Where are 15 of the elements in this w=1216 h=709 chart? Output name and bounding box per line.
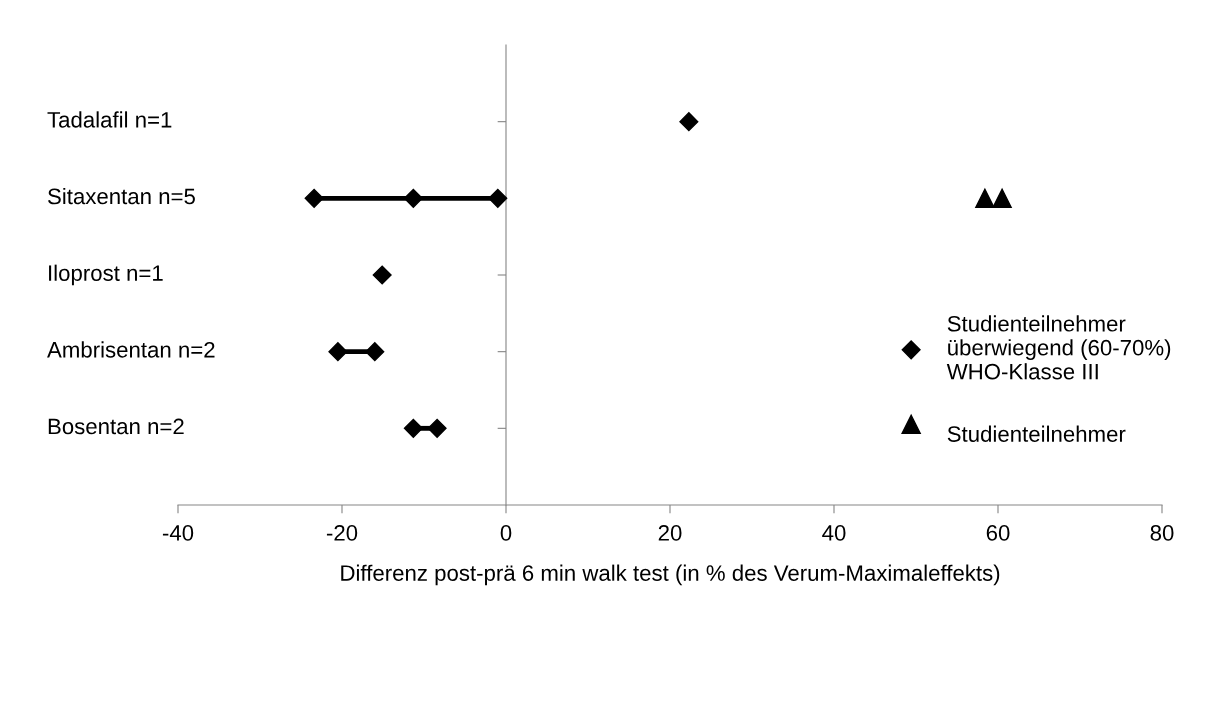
x-tick-label: 80 [1150, 525, 1174, 541]
y-tick-label: Tadalafil n=1 [47, 111, 172, 128]
x-tick-label: 20 [658, 525, 682, 541]
x-tick-label: 60 [986, 525, 1010, 541]
x-tick-label: -40 [162, 525, 194, 541]
x-tick-label: 0 [500, 525, 512, 541]
y-tick-label: Sitaxentan n=5 [48, 187, 195, 205]
x-axis-title: Differenz post-prä 6 min walk test (in % des Verum-Maximaleffekts) [341, 564, 1000, 586]
x-tick-label: 40 [822, 525, 846, 541]
y-tick-label: Bosentan n=2 [48, 418, 184, 435]
legend-label: Studienteilnehmer überwiegend (60-70%) WHO-Klasse III [946, 315, 1171, 380]
y-tick-label: Ambrisentan n=2 [47, 341, 215, 358]
legend-label: Studienteilnehmer [947, 425, 1126, 442]
y-tick-label: Iloprost n=1 [49, 264, 163, 286]
x-tick-label: -20 [326, 525, 358, 541]
